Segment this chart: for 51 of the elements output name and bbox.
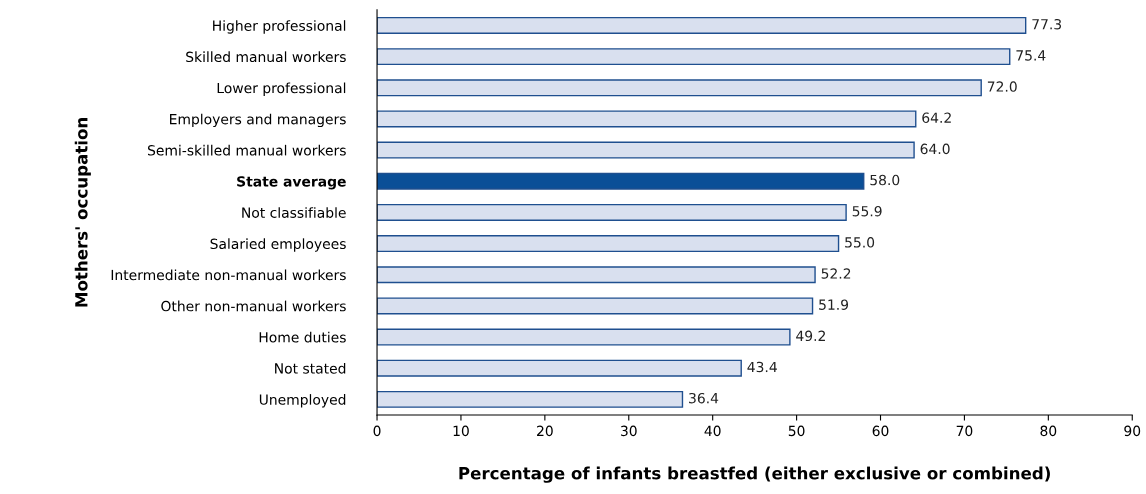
y-tick-label: Unemployed	[259, 394, 346, 408]
y-tick-label: Skilled manual workers	[186, 51, 346, 63]
x-tick-label: 0	[373, 425, 381, 437]
data-label: 49.2	[796, 330, 825, 342]
data-label: 75.4	[1016, 50, 1046, 61]
y-tick-label: Lower professional	[217, 82, 346, 96]
data-label: 43.4	[747, 361, 777, 373]
x-tick-label: 20	[537, 425, 553, 437]
y-tick-label: Intermediate non-manual workers	[111, 269, 346, 281]
bar	[377, 266, 816, 284]
bar	[377, 328, 791, 346]
x-tick-label: 70	[956, 425, 973, 437]
data-label: 36.4	[689, 392, 719, 404]
y-tick-label: Not stated	[275, 362, 346, 374]
bar	[377, 172, 865, 190]
x-tick-label: 80	[1040, 425, 1057, 437]
data-label: 55.9	[852, 205, 882, 217]
y-tick-label: Salaried employees	[210, 238, 346, 252]
y-tick-label: Employers and managers	[170, 113, 346, 128]
y-tick-label: State average	[237, 176, 346, 190]
x-tick-label: 10	[453, 425, 469, 437]
data-label: 72.0	[987, 81, 1017, 92]
bar	[377, 297, 814, 315]
bar	[377, 141, 915, 159]
y-tick-label: Semi-skilled manual workers	[147, 144, 346, 156]
bar	[377, 359, 742, 377]
data-label: 58.0	[870, 174, 900, 186]
x-tick-label: 90	[1124, 425, 1141, 437]
data-label: 55.0	[845, 237, 875, 248]
bar	[377, 235, 840, 253]
y-tick-label: Higher professional	[213, 20, 346, 34]
x-tick-label: 50	[788, 425, 805, 437]
data-label: 64.2	[922, 112, 951, 123]
bar	[377, 390, 684, 408]
bar	[377, 203, 847, 221]
y-tick-label: Not classifiable	[242, 207, 346, 218]
data-label: 64.0	[920, 143, 950, 155]
data-label: 77.3	[1032, 18, 1062, 30]
y-tick-label: Home duties	[259, 331, 346, 343]
data-label: 51.9	[819, 299, 849, 310]
y-axis-title: Mothers' occupation	[74, 117, 91, 307]
bar	[377, 16, 1027, 34]
data-label: 52.2	[821, 268, 851, 279]
x-tick-label: 40	[704, 425, 721, 437]
y-tick-label: Other non-manual workers	[161, 300, 346, 312]
x-tick-label: 30	[620, 425, 637, 437]
bar	[377, 48, 1011, 66]
x-axis-title: Percentage of infants breastfed (either exclusive or combined)	[459, 466, 1050, 483]
bar	[377, 110, 917, 128]
x-tick-label: 60	[872, 425, 889, 437]
bar	[377, 79, 982, 97]
